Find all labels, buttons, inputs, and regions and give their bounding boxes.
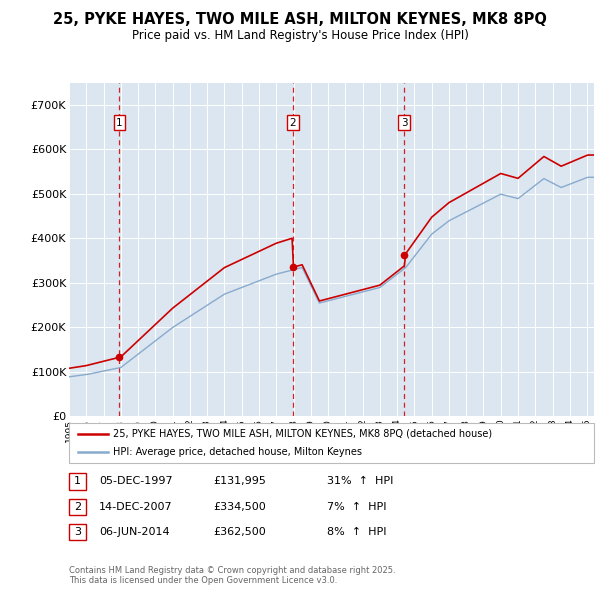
Text: 8%  ↑  HPI: 8% ↑ HPI [327, 527, 386, 537]
Text: 14-DEC-2007: 14-DEC-2007 [99, 502, 173, 512]
Text: £362,500: £362,500 [213, 527, 266, 537]
Text: 7%  ↑  HPI: 7% ↑ HPI [327, 502, 386, 512]
Text: 2: 2 [74, 502, 81, 512]
Text: Contains HM Land Registry data © Crown copyright and database right 2025.
This d: Contains HM Land Registry data © Crown c… [69, 566, 395, 585]
Text: 1: 1 [116, 117, 123, 127]
Text: 25, PYKE HAYES, TWO MILE ASH, MILTON KEYNES, MK8 8PQ (detached house): 25, PYKE HAYES, TWO MILE ASH, MILTON KEY… [113, 429, 492, 439]
Text: £334,500: £334,500 [213, 502, 266, 512]
Text: Price paid vs. HM Land Registry's House Price Index (HPI): Price paid vs. HM Land Registry's House … [131, 30, 469, 42]
Text: 3: 3 [74, 527, 81, 537]
Text: HPI: Average price, detached house, Milton Keynes: HPI: Average price, detached house, Milt… [113, 447, 362, 457]
Text: 1: 1 [74, 477, 81, 486]
Text: 05-DEC-1997: 05-DEC-1997 [99, 477, 173, 486]
Text: 31%  ↑  HPI: 31% ↑ HPI [327, 477, 394, 486]
Text: 25, PYKE HAYES, TWO MILE ASH, MILTON KEYNES, MK8 8PQ: 25, PYKE HAYES, TWO MILE ASH, MILTON KEY… [53, 12, 547, 27]
Text: 06-JUN-2014: 06-JUN-2014 [99, 527, 170, 537]
Text: £131,995: £131,995 [213, 477, 266, 486]
Text: 2: 2 [289, 117, 296, 127]
Text: 3: 3 [401, 117, 407, 127]
